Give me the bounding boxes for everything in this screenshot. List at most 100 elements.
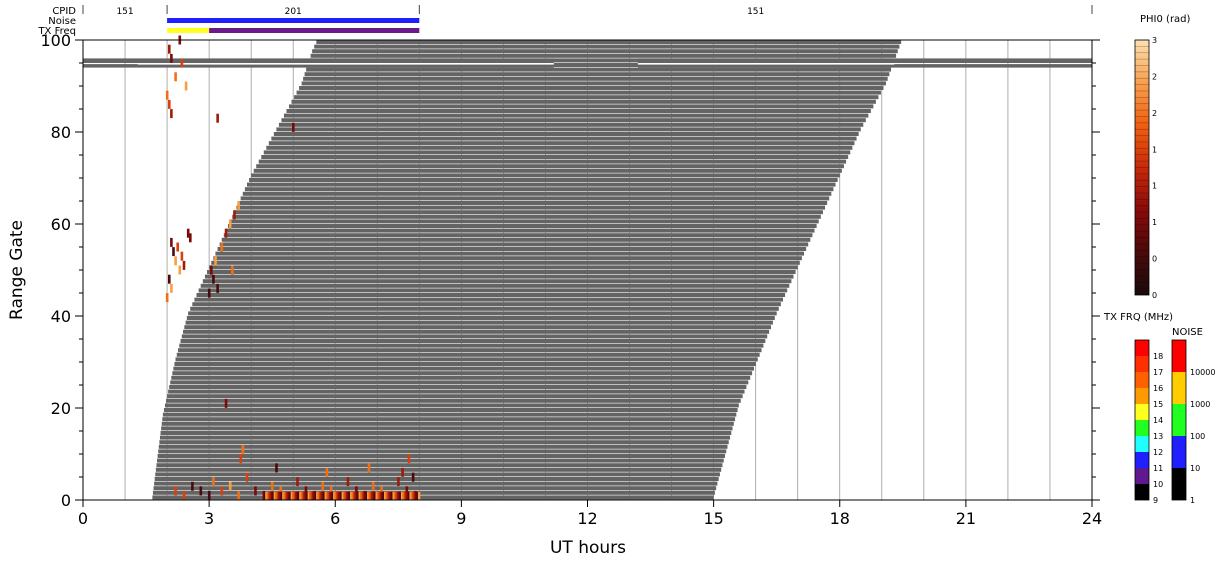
phi0-point [290, 491, 294, 500]
ground-scatter-row [263, 150, 851, 155]
phi0-point [296, 491, 299, 500]
txfrq-tick-label: 13 [1153, 432, 1163, 441]
phi0-tick-label: 1 [1152, 145, 1157, 154]
phi0-point [406, 491, 410, 500]
phi0-point [411, 472, 415, 482]
phi0-point [367, 463, 371, 473]
phi0-point [392, 491, 395, 500]
phi0-point [224, 398, 228, 408]
phi0-point [408, 491, 411, 500]
phi0-point [400, 491, 404, 500]
noise-frame [1171, 339, 1187, 501]
phi0-point [292, 122, 295, 132]
txfrq-tick-label: 10 [1153, 480, 1163, 489]
phi0-point [352, 491, 356, 500]
phi0-point [178, 265, 182, 275]
ground-scatter-row [209, 265, 798, 270]
phi0-point [296, 477, 299, 487]
ground-scatter-row [291, 99, 876, 104]
plot-area: 0 3 6 9 12 15 18 21 24 0 20 40 60 80 100 [40, 31, 1102, 528]
noise-colorbar-title: NOISE [1172, 327, 1203, 338]
phi0-point [279, 486, 282, 496]
phi0-point [344, 491, 347, 500]
phi0-point [386, 491, 390, 500]
phi0-point [254, 486, 257, 496]
phi0-point [170, 109, 173, 119]
ground-scatter-row [314, 44, 900, 49]
ground-scatter [83, 40, 1092, 500]
noise-tick-label: 100 [1190, 432, 1205, 441]
ground-scatter-row [299, 86, 884, 90]
phi0-point [300, 491, 303, 500]
ground-scatter-row [179, 343, 764, 348]
cpid-value: 151 [747, 7, 764, 17]
phi0-point [307, 491, 311, 500]
phi0-point [176, 242, 179, 252]
x-tick-label: 3 [204, 509, 214, 528]
txfrq-tick-label: 14 [1153, 416, 1163, 425]
phi0-point [342, 491, 346, 500]
ground-scatter-row [155, 472, 720, 477]
phi0-point [180, 251, 184, 261]
txfrq-swatch [1135, 404, 1149, 420]
ground-scatter-row [168, 389, 745, 394]
phi0-point [393, 491, 397, 500]
phi0-point [237, 490, 240, 500]
txfrq-tick-label: 18 [1153, 352, 1163, 361]
phi0-point [380, 486, 383, 496]
phi0-point [275, 491, 278, 500]
phi0-point [228, 481, 232, 491]
txfrq-swatch [1135, 372, 1149, 388]
ground-scatter-row [251, 173, 840, 178]
phi0-point [317, 491, 320, 500]
phi0-point [303, 491, 306, 500]
phi0-point [207, 490, 211, 500]
phi0-point [321, 481, 325, 491]
phi0-point [395, 491, 398, 500]
ground-scatter-row [198, 288, 788, 293]
ground-scatter-row [306, 67, 892, 72]
phi0-point [409, 491, 412, 500]
ground-scatter-row [307, 63, 893, 67]
noise-tick-label: 1000 [1190, 400, 1210, 409]
phi0-point [167, 44, 171, 54]
phi0-point [237, 201, 240, 211]
phi0-point [304, 491, 308, 500]
phi0-point [165, 293, 169, 303]
phi0-point [189, 233, 192, 243]
phi0-point [369, 491, 373, 500]
ground-scatter-row [303, 76, 888, 81]
phi0-point [269, 491, 272, 500]
txfrq-swatch [1135, 356, 1149, 372]
phi0-point [272, 491, 275, 500]
phi0-point [216, 283, 219, 293]
phi0-point [191, 481, 194, 491]
ground-scatter-row [289, 104, 874, 109]
x-tick-label: 9 [456, 509, 466, 528]
ground-scatter-row [213, 256, 802, 261]
ground-scatter-row [163, 408, 738, 412]
ground-scatter-row [194, 297, 783, 302]
ground-scatter-row [228, 224, 817, 228]
ground-scatter-row [316, 40, 902, 44]
phi0-point [270, 481, 274, 491]
ground-scatter-row [188, 311, 777, 316]
txfreq-bar [209, 28, 420, 33]
noise-swatch [1172, 436, 1186, 468]
ground-scatter-row [158, 444, 728, 449]
ground-scatter-row [230, 219, 819, 224]
phi0-point [275, 463, 278, 473]
ground-scatter-row [161, 421, 734, 426]
phi0-point [391, 491, 394, 500]
phi0-point [402, 491, 405, 500]
phi0-point [385, 491, 388, 500]
noise-swatch [1172, 468, 1186, 500]
ground-scatter-row [261, 155, 849, 159]
phi0-point [309, 491, 312, 500]
phi0-point [306, 491, 309, 500]
phi0-point [299, 491, 302, 500]
phi0-point [362, 491, 366, 500]
y-tick-label: 20 [51, 399, 71, 418]
phi0-point [378, 491, 381, 500]
phi0-point [182, 490, 186, 500]
